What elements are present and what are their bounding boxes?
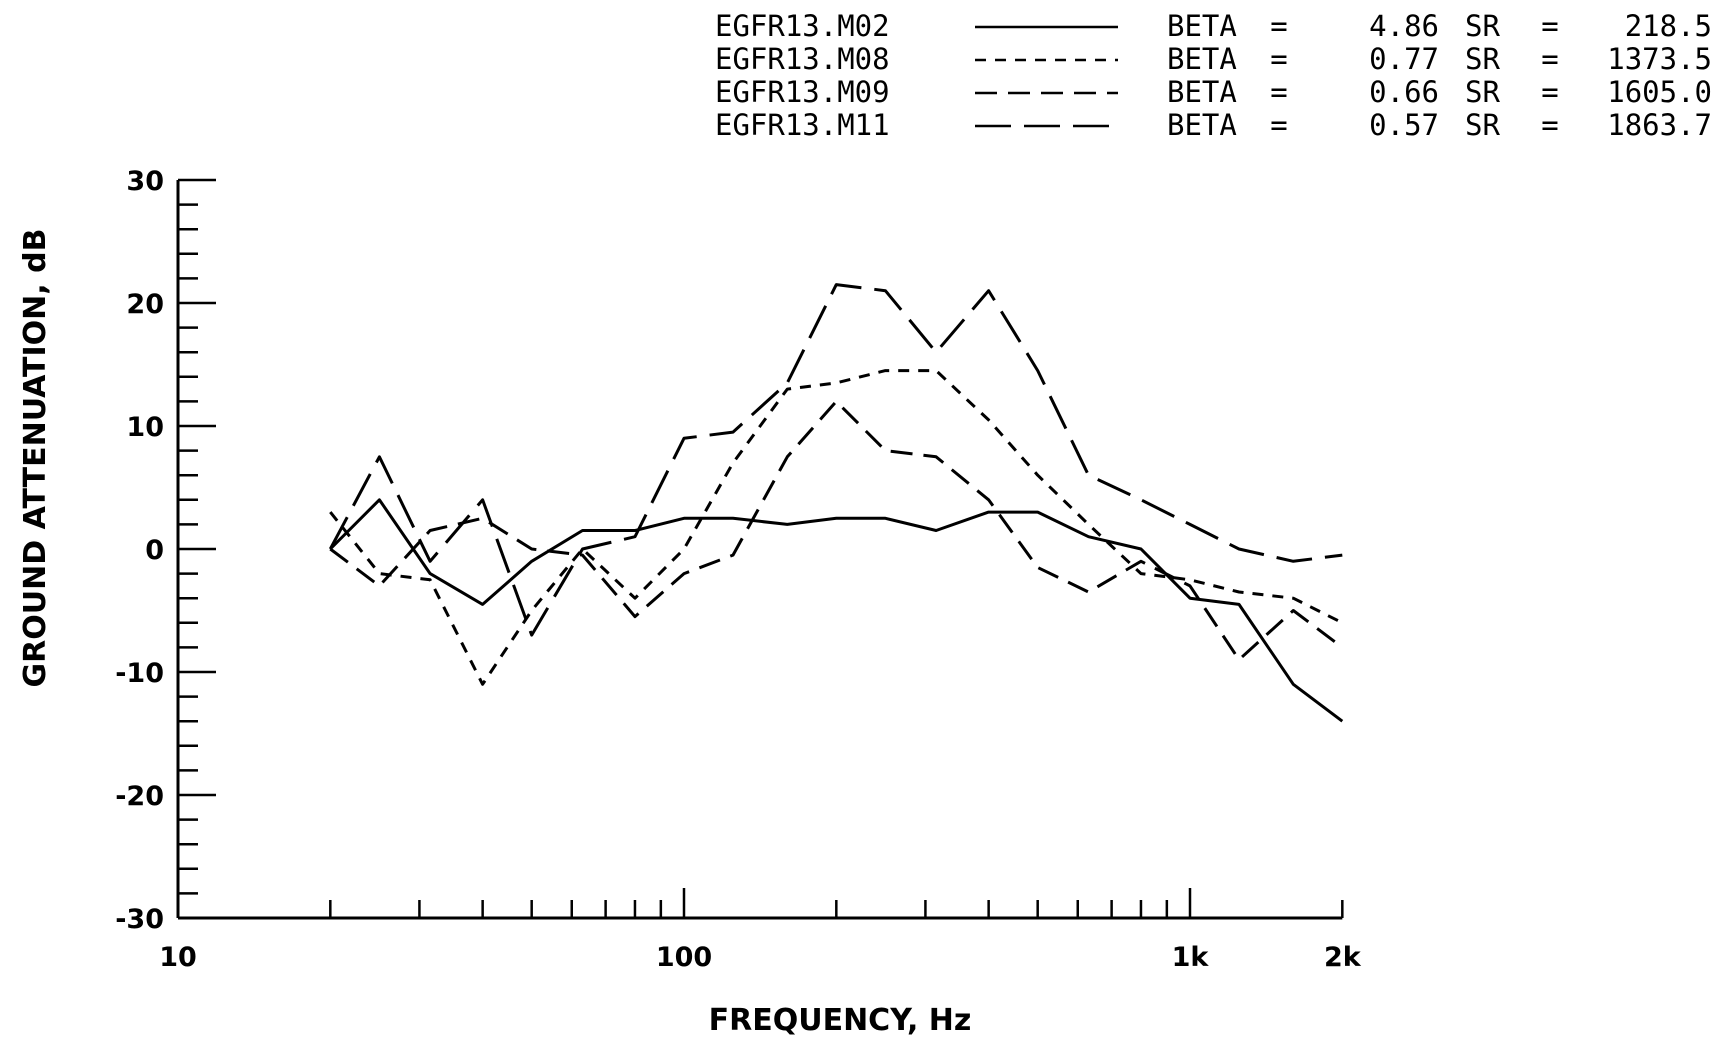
legend-beta-equals: = (1270, 75, 1287, 109)
legend-beta-equals: = (1270, 108, 1287, 142)
legend-sr-value: 1863.7 (1607, 108, 1712, 142)
legend-sr-value: 218.5 (1625, 9, 1712, 43)
x-tick-label: 1k (1172, 942, 1210, 973)
y-tick-label: -20 (115, 781, 164, 812)
legend-sr-label: SR (1465, 75, 1500, 109)
legend-sr-label: SR (1465, 9, 1500, 43)
legend-entry-name: EGFR13.M08 (715, 42, 890, 76)
legend-sr-label: SR (1465, 42, 1500, 76)
legend-beta-equals: = (1270, 9, 1287, 43)
y-tick-label: 0 (145, 535, 164, 566)
legend-beta-equals: = (1270, 42, 1287, 76)
legend-beta-value: 0.66 (1369, 75, 1439, 109)
x-tick-label: 100 (656, 942, 712, 973)
legend-beta-label: BETA (1167, 108, 1237, 142)
x-tick-label: 10 (159, 942, 197, 973)
legend-sr-label: SR (1465, 108, 1500, 142)
legend-beta-value: 0.77 (1369, 42, 1439, 76)
y-tick-label: 30 (126, 166, 164, 197)
y-tick-label: 20 (126, 289, 164, 320)
legend-sr-equals: = (1541, 9, 1558, 43)
series-line-egfr13-m08 (329, 369, 1343, 686)
legend-sr-value: 1605.0 (1607, 75, 1712, 109)
legend-beta-label: BETA (1167, 9, 1237, 43)
x-axis-title: FREQUENCY, Hz (709, 1003, 972, 1038)
y-tick-label: -10 (115, 658, 164, 689)
legend-entry-name: EGFR13.M09 (715, 75, 890, 109)
y-tick-label: -30 (115, 904, 164, 935)
y-axis-title: GROUND ATTENUATION, dB (18, 229, 53, 688)
series-layer (328, 283, 1344, 723)
series-line-egfr13-m09 (329, 399, 1344, 662)
y-tick-label: 10 (126, 412, 164, 443)
legend-sr-value: 1373.5 (1607, 42, 1712, 76)
legend-sr-equals: = (1541, 108, 1558, 142)
legend-sr-equals: = (1541, 42, 1558, 76)
legend-entry-name: EGFR13.M11 (715, 108, 890, 142)
legend-sr-equals: = (1541, 75, 1558, 109)
legend-beta-label: BETA (1167, 75, 1237, 109)
legend: EGFR13.M02 BETA = 4.86 SR = 218.5 EGFR13.M08 BET… (715, 9, 1712, 142)
series-line-egfr13-m11 (328, 283, 1343, 637)
x-tick-label: 2k (1324, 942, 1362, 973)
legend-beta-value: 0.57 (1369, 108, 1439, 142)
legend-beta-value: 4.86 (1369, 9, 1439, 43)
legend-entry-name: EGFR13.M02 (715, 9, 890, 43)
legend-beta-label: BETA (1167, 42, 1237, 76)
series-line-egfr13-m02 (329, 498, 1344, 723)
